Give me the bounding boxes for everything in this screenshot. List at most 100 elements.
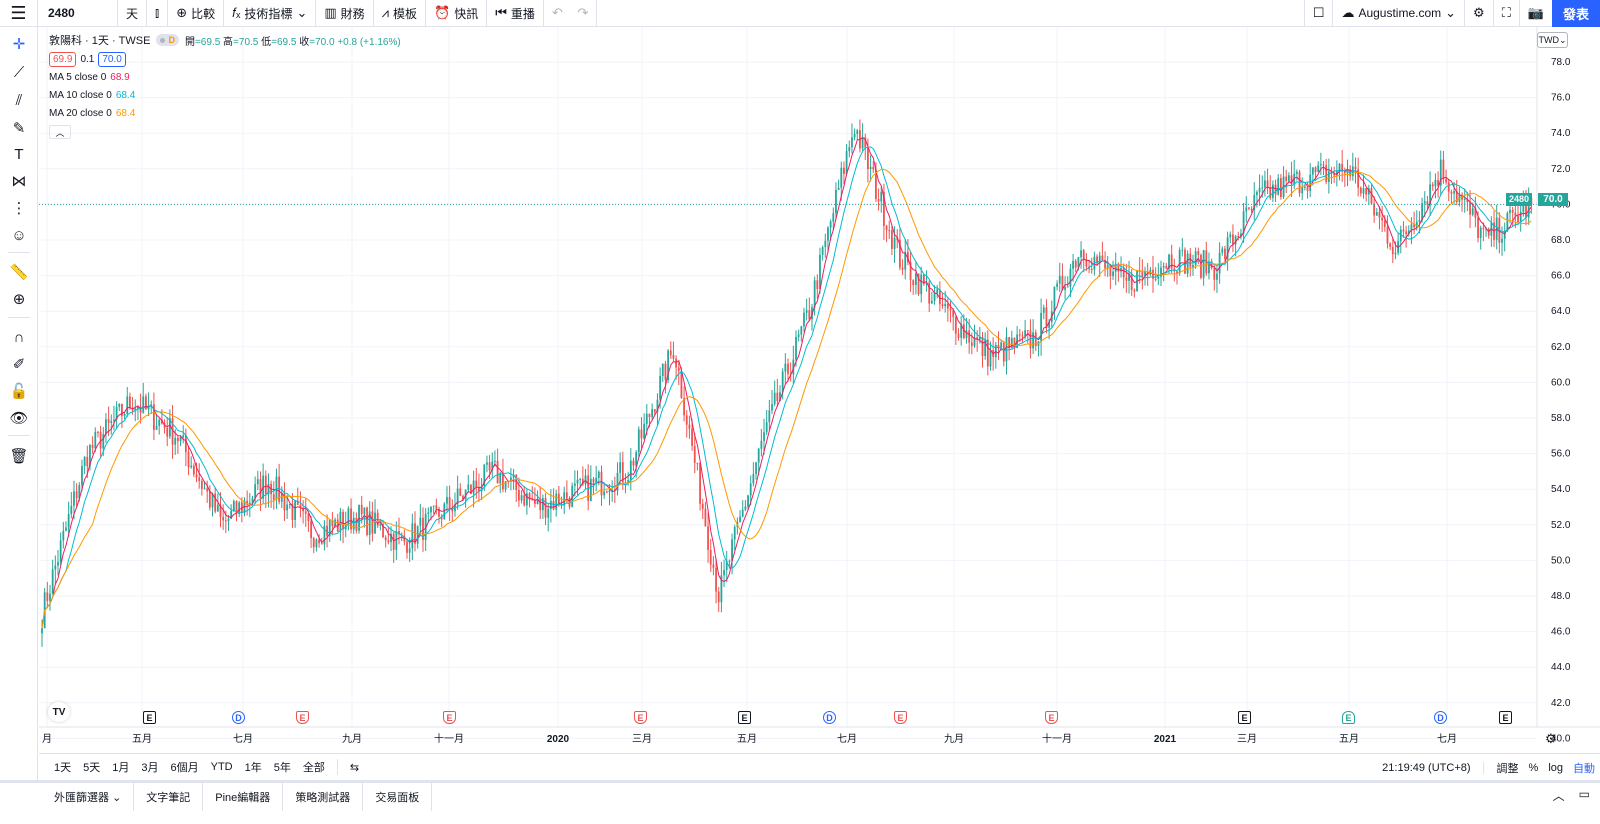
tab-text-notes[interactable]: 文字筆記 — [134, 783, 204, 811]
candle-body — [299, 504, 302, 508]
settings-button[interactable]: ⚙ — [1465, 0, 1494, 27]
earnings-event-icon[interactable]: E — [634, 711, 647, 724]
snapshot-button[interactable]: 📷 — [1520, 0, 1552, 27]
layout-button[interactable]: ☐ — [1303, 0, 1334, 27]
compare-button[interactable]: ⊕ 比較 — [168, 0, 225, 27]
candle-body — [683, 398, 685, 416]
tab-forex-screener[interactable]: 外匯篩選器 ⌄ — [42, 783, 135, 811]
dividend-event-icon[interactable]: D — [1434, 711, 1447, 724]
menu-icon[interactable]: ☰ — [0, 0, 38, 27]
tab-trading-panel[interactable]: 交易面板 — [363, 783, 433, 811]
crosshair-icon[interactable]: ✛ — [12, 36, 26, 53]
fullscreen-button[interactable]: ⛶ — [1494, 0, 1520, 27]
price-chart[interactable]: 78.0 76.0 74.0 72.0 70.0 68.0 66.0 64.0 62.0 60.0… — [39, 27, 1600, 752]
earnings-event-icon[interactable]: E — [738, 711, 751, 724]
magnet-icon[interactable]: ∩ — [13, 328, 25, 346]
candle-body — [304, 511, 307, 514]
log-toggle[interactable]: log — [1548, 761, 1563, 774]
ruler-icon[interactable]: 📏 — [9, 264, 29, 281]
templates-button[interactable]: ⩘ 模板 — [374, 0, 427, 27]
auto-scale-toggle[interactable]: 自動 — [1573, 762, 1595, 775]
currency-selector[interactable]: TWD ⌄ — [1537, 32, 1568, 48]
adjust-toggle[interactable]: 調整 — [1496, 762, 1519, 775]
low-label: 低 — [261, 36, 272, 48]
candle-body — [1354, 166, 1357, 170]
emoji-icon[interactable]: ☺ — [11, 226, 27, 244]
range-3m[interactable]: 3月 — [141, 762, 159, 774]
range-divider — [336, 759, 338, 775]
lock-drawing-icon[interactable]: ✐ — [12, 356, 26, 373]
prediction-tool-icon[interactable]: ⋮ — [11, 200, 27, 217]
candle-body — [1202, 250, 1205, 278]
earnings-event-icon[interactable]: E — [296, 711, 309, 724]
tab-pine-editor[interactable]: Pine編輯器 — [203, 783, 284, 811]
earnings-event-icon[interactable]: E — [143, 711, 156, 724]
earnings-event-icon[interactable]: E — [1045, 711, 1058, 724]
clock-display[interactable]: 21:19:49 (UTC+8) — [1382, 761, 1484, 774]
earnings-event-icon[interactable]: E — [894, 711, 907, 724]
earnings-event-icon[interactable]: E — [443, 711, 456, 724]
symbol-search-button[interactable]: 2480 — [38, 0, 118, 27]
go-to-date-icon[interactable]: ⇆ — [349, 761, 360, 774]
candle-body — [1469, 202, 1471, 215]
financials-button[interactable]: ▥ 財務 — [316, 0, 374, 27]
range-5d[interactable]: 5天 — [83, 762, 101, 774]
market-status-badge[interactable]: D — [156, 34, 179, 46]
tradingview-logo[interactable]: TV — [48, 702, 70, 722]
maximize-panel-icon[interactable]: ▭ — [1578, 787, 1590, 801]
ma20-legend[interactable]: MA 20 close 0 68.4 — [49, 108, 401, 121]
symbol-title[interactable]: 敦陽科 · 1天 · TWSE — [49, 35, 151, 47]
earnings-event-icon[interactable]: E — [1342, 711, 1355, 724]
tab-strategy-tester[interactable]: 策略測試器 — [283, 783, 364, 811]
axis-settings-icon[interactable]: ⚙ — [1545, 731, 1557, 746]
chart-type-button[interactable]: ⫾ — [147, 0, 169, 27]
indicators-button[interactable]: 𝑓ₓ 技術指標 ⌄ — [224, 0, 317, 27]
ma10-legend[interactable]: MA 10 close 0 68.4 — [49, 90, 401, 103]
range-1y[interactable]: 1年 — [244, 762, 262, 774]
percent-toggle[interactable]: % — [1528, 761, 1539, 774]
interval-button[interactable]: 天 — [118, 0, 148, 27]
earnings-event-icon[interactable]: E — [1238, 711, 1251, 724]
candle-body — [387, 540, 390, 543]
collapse-legend-button[interactable]: ︿ — [49, 125, 71, 139]
fib-tool-icon[interactable]: ⫽ — [15, 91, 23, 109]
ask-price[interactable]: 70.0 — [98, 52, 126, 67]
candle-body — [432, 505, 435, 507]
eye-icon[interactable]: 👁 — [9, 410, 29, 427]
range-1m[interactable]: 1月 — [112, 762, 130, 774]
pattern-tool-icon[interactable]: ⋈ — [11, 173, 27, 190]
trash-icon[interactable]: 🗑 — [9, 448, 29, 465]
range-ytd[interactable]: YTD — [210, 761, 233, 773]
range-5y[interactable]: 5年 — [273, 762, 291, 774]
redo-icon[interactable]: ↷ — [577, 5, 589, 20]
candle-body — [819, 254, 821, 290]
publish-button[interactable]: 發表 — [1552, 0, 1600, 27]
alerts-button[interactable]: ⏰ 快訊 — [426, 0, 488, 27]
dividend-event-icon[interactable]: D — [232, 711, 245, 724]
lock-icon[interactable]: 🔓 — [9, 383, 29, 400]
brush-icon[interactable]: ✎ — [12, 120, 26, 137]
ma5-legend[interactable]: MA 5 close 0 68.9 — [49, 72, 401, 85]
range-6m[interactable]: 6個月 — [170, 762, 199, 774]
replay-button[interactable]: ⏮ 重播 — [487, 0, 544, 27]
earnings-event-icon[interactable]: E — [1499, 711, 1512, 724]
candle-body — [643, 423, 646, 439]
trend-line-icon[interactable]: ⟋ — [13, 63, 25, 81]
candle-body — [176, 437, 179, 442]
text-tool-icon[interactable]: T — [14, 145, 24, 163]
candle-body — [994, 344, 997, 358]
range-1d[interactable]: 1天 — [54, 762, 72, 774]
bid-price[interactable]: 69.9 — [49, 52, 77, 67]
chevron-up-icon[interactable]: ︿ — [1552, 789, 1565, 803]
candle-body — [83, 456, 86, 467]
range-all[interactable]: 全部 — [302, 762, 325, 774]
candle-body — [944, 303, 947, 307]
chevron-down-icon: ⌄ — [1445, 5, 1457, 20]
zoom-in-icon[interactable]: ⊕ — [12, 291, 26, 308]
candle-body — [1224, 248, 1226, 259]
time-tick-label: 七月 — [837, 733, 857, 745]
dividend-event-icon[interactable]: D — [823, 711, 836, 724]
candle-body — [294, 500, 297, 520]
undo-icon[interactable]: ↶ — [551, 5, 563, 20]
account-button[interactable]: ☁ Augustime.com ⌄ — [1333, 0, 1466, 27]
